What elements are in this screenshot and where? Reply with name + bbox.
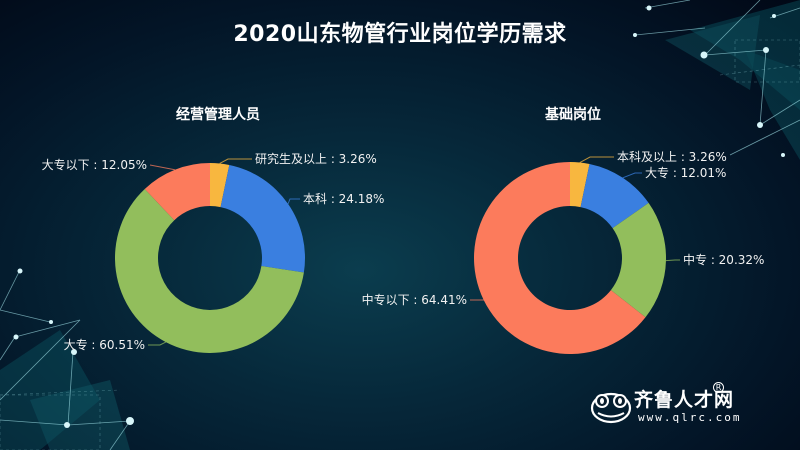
- donut-slice: [580, 164, 649, 229]
- logo-name: 齐鲁人才网: [634, 389, 735, 411]
- donut-slice: [570, 162, 590, 208]
- slice-label: 大专以下 : 12.05%: [42, 157, 147, 172]
- label-leader-line: [149, 164, 175, 171]
- slice-label: 大专 : 12.01%: [645, 165, 726, 180]
- frog-logo-icon: [590, 392, 632, 424]
- label-leader-line: [622, 172, 642, 179]
- label-leader-line: [219, 158, 252, 164]
- qlrc-logo: 齐鲁人才网 R www.qlrc.com: [590, 382, 780, 430]
- donut-slice: [144, 163, 210, 221]
- donut-slice: [115, 188, 304, 353]
- chart-title-basic-positions: 基础岗位: [545, 107, 601, 123]
- slice-label: 本科 : 24.18%: [303, 192, 384, 206]
- registered-mark-icon: R: [713, 382, 724, 393]
- slice-label: 研究生及以上 : 3.26%: [255, 151, 377, 166]
- page-title: 2020山东物管行业岗位学历需求: [233, 22, 567, 47]
- slice-label: 本科及以上 : 3.26%: [617, 150, 727, 164]
- label-leader-line: [665, 259, 680, 262]
- donut-slice: [473, 162, 646, 354]
- label-leader-line: [148, 341, 167, 346]
- slice-label: 中专 : 20.32%: [683, 252, 764, 267]
- chart-title-management: 经营管理人员: [176, 107, 260, 123]
- label-leader-line: [579, 156, 614, 163]
- donut-slice: [220, 164, 305, 273]
- donut-chart-management: 研究生及以上 : 3.26% 本科 : 24.18% 大专 : 60.51% 大专以下…: [42, 151, 384, 353]
- donut-slice: [210, 163, 230, 208]
- donut-chart-basic-positions: 本科及以上 : 3.26%大专 : 12.01% 中专 : 20.32% 中专以下 …: [362, 150, 764, 354]
- slice-label: 大专 : 60.51%: [64, 337, 145, 352]
- slice-label: 中专以下 : 64.41%: [362, 292, 467, 307]
- donut-slice: [610, 202, 667, 318]
- logo-url: www.qlrc.com: [638, 411, 742, 424]
- label-leader-line: [287, 198, 300, 205]
